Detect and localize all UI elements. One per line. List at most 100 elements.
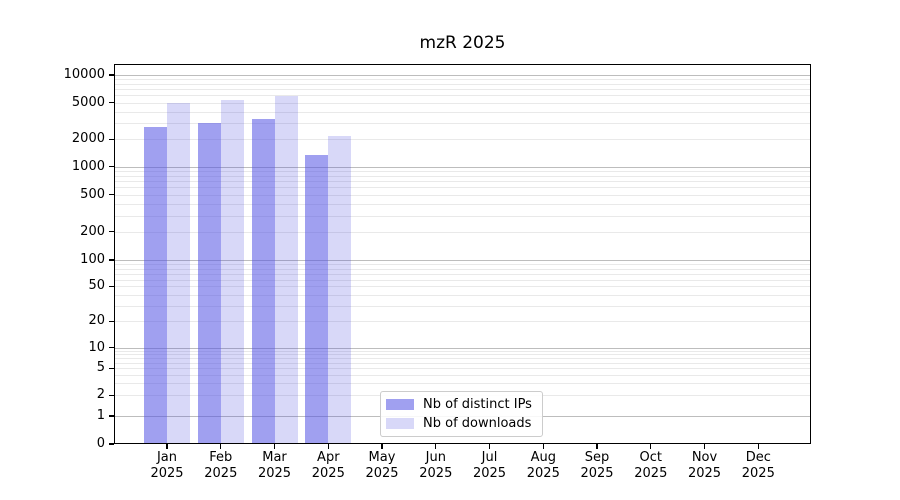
- y-tick-mark: [108, 347, 114, 349]
- y-tick-label: 5000: [71, 94, 105, 110]
- x-tick-label: Oct 2025: [634, 450, 668, 481]
- gridline: [114, 347, 811, 349]
- bar-nb-of-downloads-apr: [328, 136, 352, 444]
- gridline: [114, 83, 811, 85]
- y-tick-mark: [108, 102, 114, 104]
- y-tick-mark: [108, 194, 114, 196]
- x-tick-mark: [757, 444, 759, 449]
- gridline: [114, 294, 811, 296]
- x-tick-mark: [327, 444, 329, 449]
- gridline: [114, 362, 811, 364]
- x-tick-label: Jan 2025: [150, 450, 184, 481]
- gridline: [114, 286, 811, 288]
- gridline: [114, 273, 811, 275]
- y-tick-label: 2000: [71, 131, 105, 147]
- legend-label-downloads: Nb of downloads: [423, 416, 532, 432]
- x-tick-label: Nov 2025: [687, 450, 722, 481]
- y-tick-label: 5: [96, 360, 105, 376]
- y-tick-label: 500: [80, 186, 105, 202]
- x-tick-mark: [650, 444, 652, 449]
- y-tick-label: 1000: [71, 158, 105, 174]
- chart-title: mzR 2025: [419, 33, 506, 53]
- x-tick-mark: [596, 444, 598, 449]
- gridline: [114, 368, 811, 370]
- gridline: [114, 374, 811, 376]
- gridline: [114, 166, 811, 168]
- y-tick-label: 10: [88, 339, 105, 355]
- y-tick-label: 200: [80, 223, 105, 239]
- legend-swatch-distinct-ips-icon: [386, 398, 414, 410]
- x-tick-mark: [703, 444, 706, 449]
- x-tick-label: May 2025: [365, 450, 399, 481]
- gridline: [114, 89, 811, 91]
- gridline: [114, 264, 811, 265]
- bar-nb-of-distinct-ips-apr: [305, 155, 329, 444]
- gridline: [114, 268, 811, 270]
- bar-nb-of-distinct-ips-feb: [197, 122, 221, 444]
- gridline: [114, 95, 811, 97]
- y-tick-label: 1: [96, 408, 105, 423]
- gridline: [114, 321, 811, 323]
- x-tick-mark: [220, 444, 222, 449]
- x-tick-mark: [435, 444, 437, 449]
- y-tick-mark: [108, 231, 114, 233]
- gridline: [114, 350, 811, 352]
- y-tick-label: 20: [88, 313, 105, 329]
- gridline: [114, 187, 811, 189]
- x-tick-mark: [166, 444, 168, 449]
- y-tick-mark: [108, 415, 114, 417]
- legend-entry-distinct-ips: Nb of distinct IPs: [386, 397, 542, 412]
- gridline: [114, 305, 811, 307]
- x-tick-label: Feb 2025: [204, 450, 238, 481]
- y-tick-label: 2: [96, 387, 105, 403]
- y-tick-mark: [108, 443, 114, 445]
- legend-swatch-downloads-icon: [386, 418, 414, 430]
- gridline: [114, 79, 811, 81]
- y-tick-mark: [108, 367, 114, 369]
- gridline: [114, 194, 811, 196]
- gridline: [114, 122, 811, 124]
- x-tick-label: Jul 2025: [472, 450, 507, 481]
- y-tick-mark: [108, 285, 114, 287]
- x-tick-label: Sep 2025: [580, 450, 614, 481]
- x-tick-label: Aug 2025: [526, 450, 560, 481]
- gridline: [114, 279, 811, 281]
- x-tick-mark: [488, 444, 491, 449]
- gridline: [114, 139, 811, 141]
- y-tick-label: 10000: [63, 67, 105, 82]
- bar-nb-of-downloads-mar: [274, 96, 298, 444]
- gridline: [114, 203, 811, 205]
- gridline: [114, 175, 811, 177]
- y-tick-label: 50: [88, 278, 105, 294]
- x-tick-mark: [273, 444, 276, 449]
- gridline: [114, 75, 811, 76]
- y-tick-mark: [108, 394, 114, 396]
- x-tick-label: Apr 2025: [311, 450, 345, 481]
- gridline: [114, 102, 811, 104]
- y-tick-mark: [108, 138, 114, 140]
- gridline: [114, 231, 811, 233]
- x-tick-mark: [542, 444, 544, 449]
- legend-entry-downloads: Nb of downloads: [386, 416, 542, 431]
- gridline: [114, 358, 811, 360]
- bar-nb-of-distinct-ips-jan: [144, 127, 167, 444]
- legend-label-distinct-ips: Nb of distinct IPs: [423, 396, 532, 412]
- x-tick-label: Dec 2025: [741, 450, 775, 481]
- y-tick-mark: [108, 259, 114, 261]
- x-tick-label: Mar 2025: [257, 450, 292, 481]
- bar-nb-of-distinct-ips-mar: [251, 119, 275, 444]
- y-tick-mark: [108, 320, 114, 322]
- gridline: [114, 111, 811, 113]
- gridline: [114, 354, 811, 356]
- bar-nb-of-downloads-feb: [220, 100, 244, 444]
- plot-area: [114, 64, 811, 444]
- legend: Nb of distinct IPs Nb of downloads: [380, 391, 543, 437]
- gridline: [114, 181, 811, 183]
- gridline: [114, 215, 811, 217]
- y-tick-label: 0: [96, 436, 105, 451]
- y-tick-mark: [108, 74, 114, 76]
- y-tick-label: 100: [80, 252, 105, 267]
- y-tick-mark: [108, 166, 114, 168]
- x-tick-label: Jun 2025: [419, 450, 453, 481]
